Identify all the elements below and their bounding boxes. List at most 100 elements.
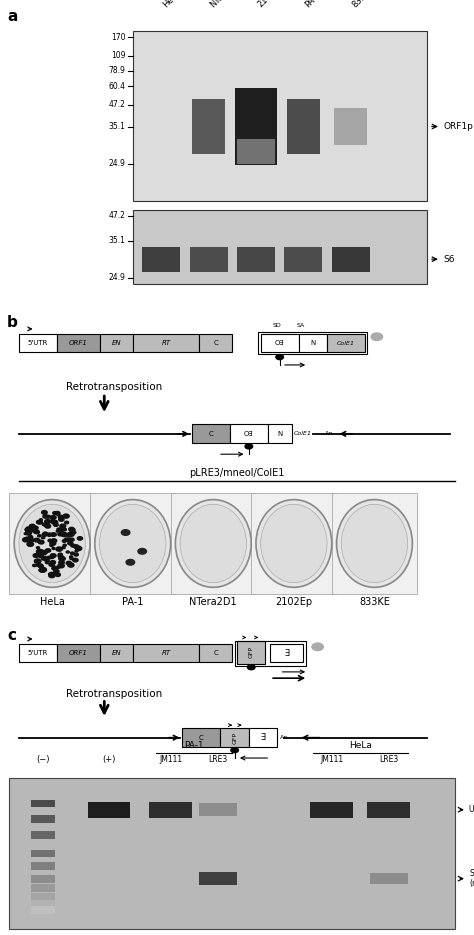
Text: NTera2D1: NTera2D1 [190, 597, 237, 607]
Circle shape [61, 533, 67, 537]
Text: (−): (−) [36, 755, 49, 764]
Circle shape [75, 546, 82, 551]
Text: PA-1: PA-1 [122, 597, 144, 607]
Text: Retrotransposition: Retrotransposition [66, 381, 163, 392]
Circle shape [64, 538, 69, 541]
Text: GFP: GFP [249, 646, 254, 658]
Bar [192, 99, 225, 154]
Bar [199, 334, 232, 352]
Text: 109: 109 [111, 51, 126, 60]
Circle shape [39, 568, 46, 572]
Text: NTera2D1: NTera2D1 [209, 0, 244, 9]
Circle shape [57, 528, 60, 530]
Circle shape [50, 520, 55, 523]
Bar [237, 640, 265, 664]
Text: 47.2: 47.2 [109, 100, 126, 109]
Text: HeLa: HeLa [349, 741, 372, 750]
Ellipse shape [100, 504, 166, 583]
Bar [334, 108, 367, 145]
Circle shape [43, 532, 47, 535]
Circle shape [50, 561, 55, 564]
Text: An: An [325, 431, 333, 436]
Circle shape [49, 572, 54, 576]
Circle shape [58, 554, 63, 556]
Circle shape [39, 519, 43, 521]
Circle shape [41, 556, 47, 560]
Circle shape [26, 530, 29, 532]
Circle shape [52, 539, 57, 542]
Circle shape [40, 568, 46, 572]
Bar [370, 873, 408, 885]
Bar [31, 862, 55, 870]
Text: 78.9: 78.9 [109, 66, 126, 76]
Circle shape [42, 511, 47, 514]
Circle shape [70, 557, 73, 559]
Bar [258, 332, 367, 354]
Text: LRE3: LRE3 [379, 755, 398, 764]
Bar [133, 31, 427, 201]
Bar [133, 334, 199, 352]
Text: PA-1: PA-1 [303, 0, 323, 9]
Bar [182, 728, 220, 747]
Circle shape [36, 564, 41, 567]
Text: JM111: JM111 [320, 755, 343, 764]
Circle shape [62, 546, 65, 549]
Bar [310, 802, 353, 817]
Bar [31, 831, 55, 839]
Text: C: C [199, 735, 204, 741]
Text: C: C [213, 650, 218, 656]
Ellipse shape [14, 499, 90, 587]
Circle shape [26, 531, 31, 535]
Circle shape [25, 528, 28, 531]
Circle shape [26, 531, 29, 533]
Circle shape [33, 564, 36, 567]
Circle shape [55, 573, 60, 576]
Circle shape [67, 538, 72, 541]
Bar [31, 850, 55, 857]
Circle shape [52, 539, 55, 541]
Circle shape [70, 556, 73, 558]
Bar [31, 899, 55, 908]
Circle shape [245, 444, 253, 449]
Text: EN: EN [111, 340, 121, 346]
Bar [220, 728, 249, 747]
Text: 35.1: 35.1 [109, 122, 126, 131]
Text: S6: S6 [443, 254, 455, 264]
Ellipse shape [256, 499, 332, 587]
Circle shape [50, 573, 54, 576]
Text: RT: RT [161, 340, 171, 346]
Text: PA-1: PA-1 [184, 741, 204, 750]
Circle shape [37, 535, 41, 537]
Text: (+): (+) [102, 755, 116, 764]
Circle shape [53, 511, 57, 514]
Bar [190, 247, 228, 271]
Circle shape [36, 550, 43, 554]
Bar [230, 424, 268, 443]
Circle shape [56, 547, 62, 552]
Bar [199, 643, 232, 663]
Bar [149, 802, 192, 817]
Circle shape [38, 554, 43, 557]
Bar [100, 334, 133, 352]
Bar [268, 424, 292, 443]
Text: c: c [7, 628, 16, 643]
Circle shape [54, 569, 59, 573]
Text: C: C [213, 340, 218, 346]
Circle shape [40, 564, 43, 566]
Text: 47.2: 47.2 [109, 211, 126, 221]
Circle shape [59, 556, 65, 561]
Bar [287, 99, 320, 154]
Text: 24.9: 24.9 [109, 159, 126, 168]
Circle shape [48, 573, 52, 575]
Circle shape [45, 525, 48, 527]
Circle shape [71, 544, 75, 547]
Circle shape [50, 541, 56, 545]
Circle shape [27, 542, 34, 546]
Circle shape [68, 563, 74, 568]
Circle shape [42, 523, 46, 525]
Circle shape [26, 537, 28, 539]
Circle shape [29, 525, 35, 528]
Text: 60.4: 60.4 [109, 82, 126, 91]
Circle shape [70, 529, 73, 532]
Text: EN: EN [111, 650, 121, 656]
